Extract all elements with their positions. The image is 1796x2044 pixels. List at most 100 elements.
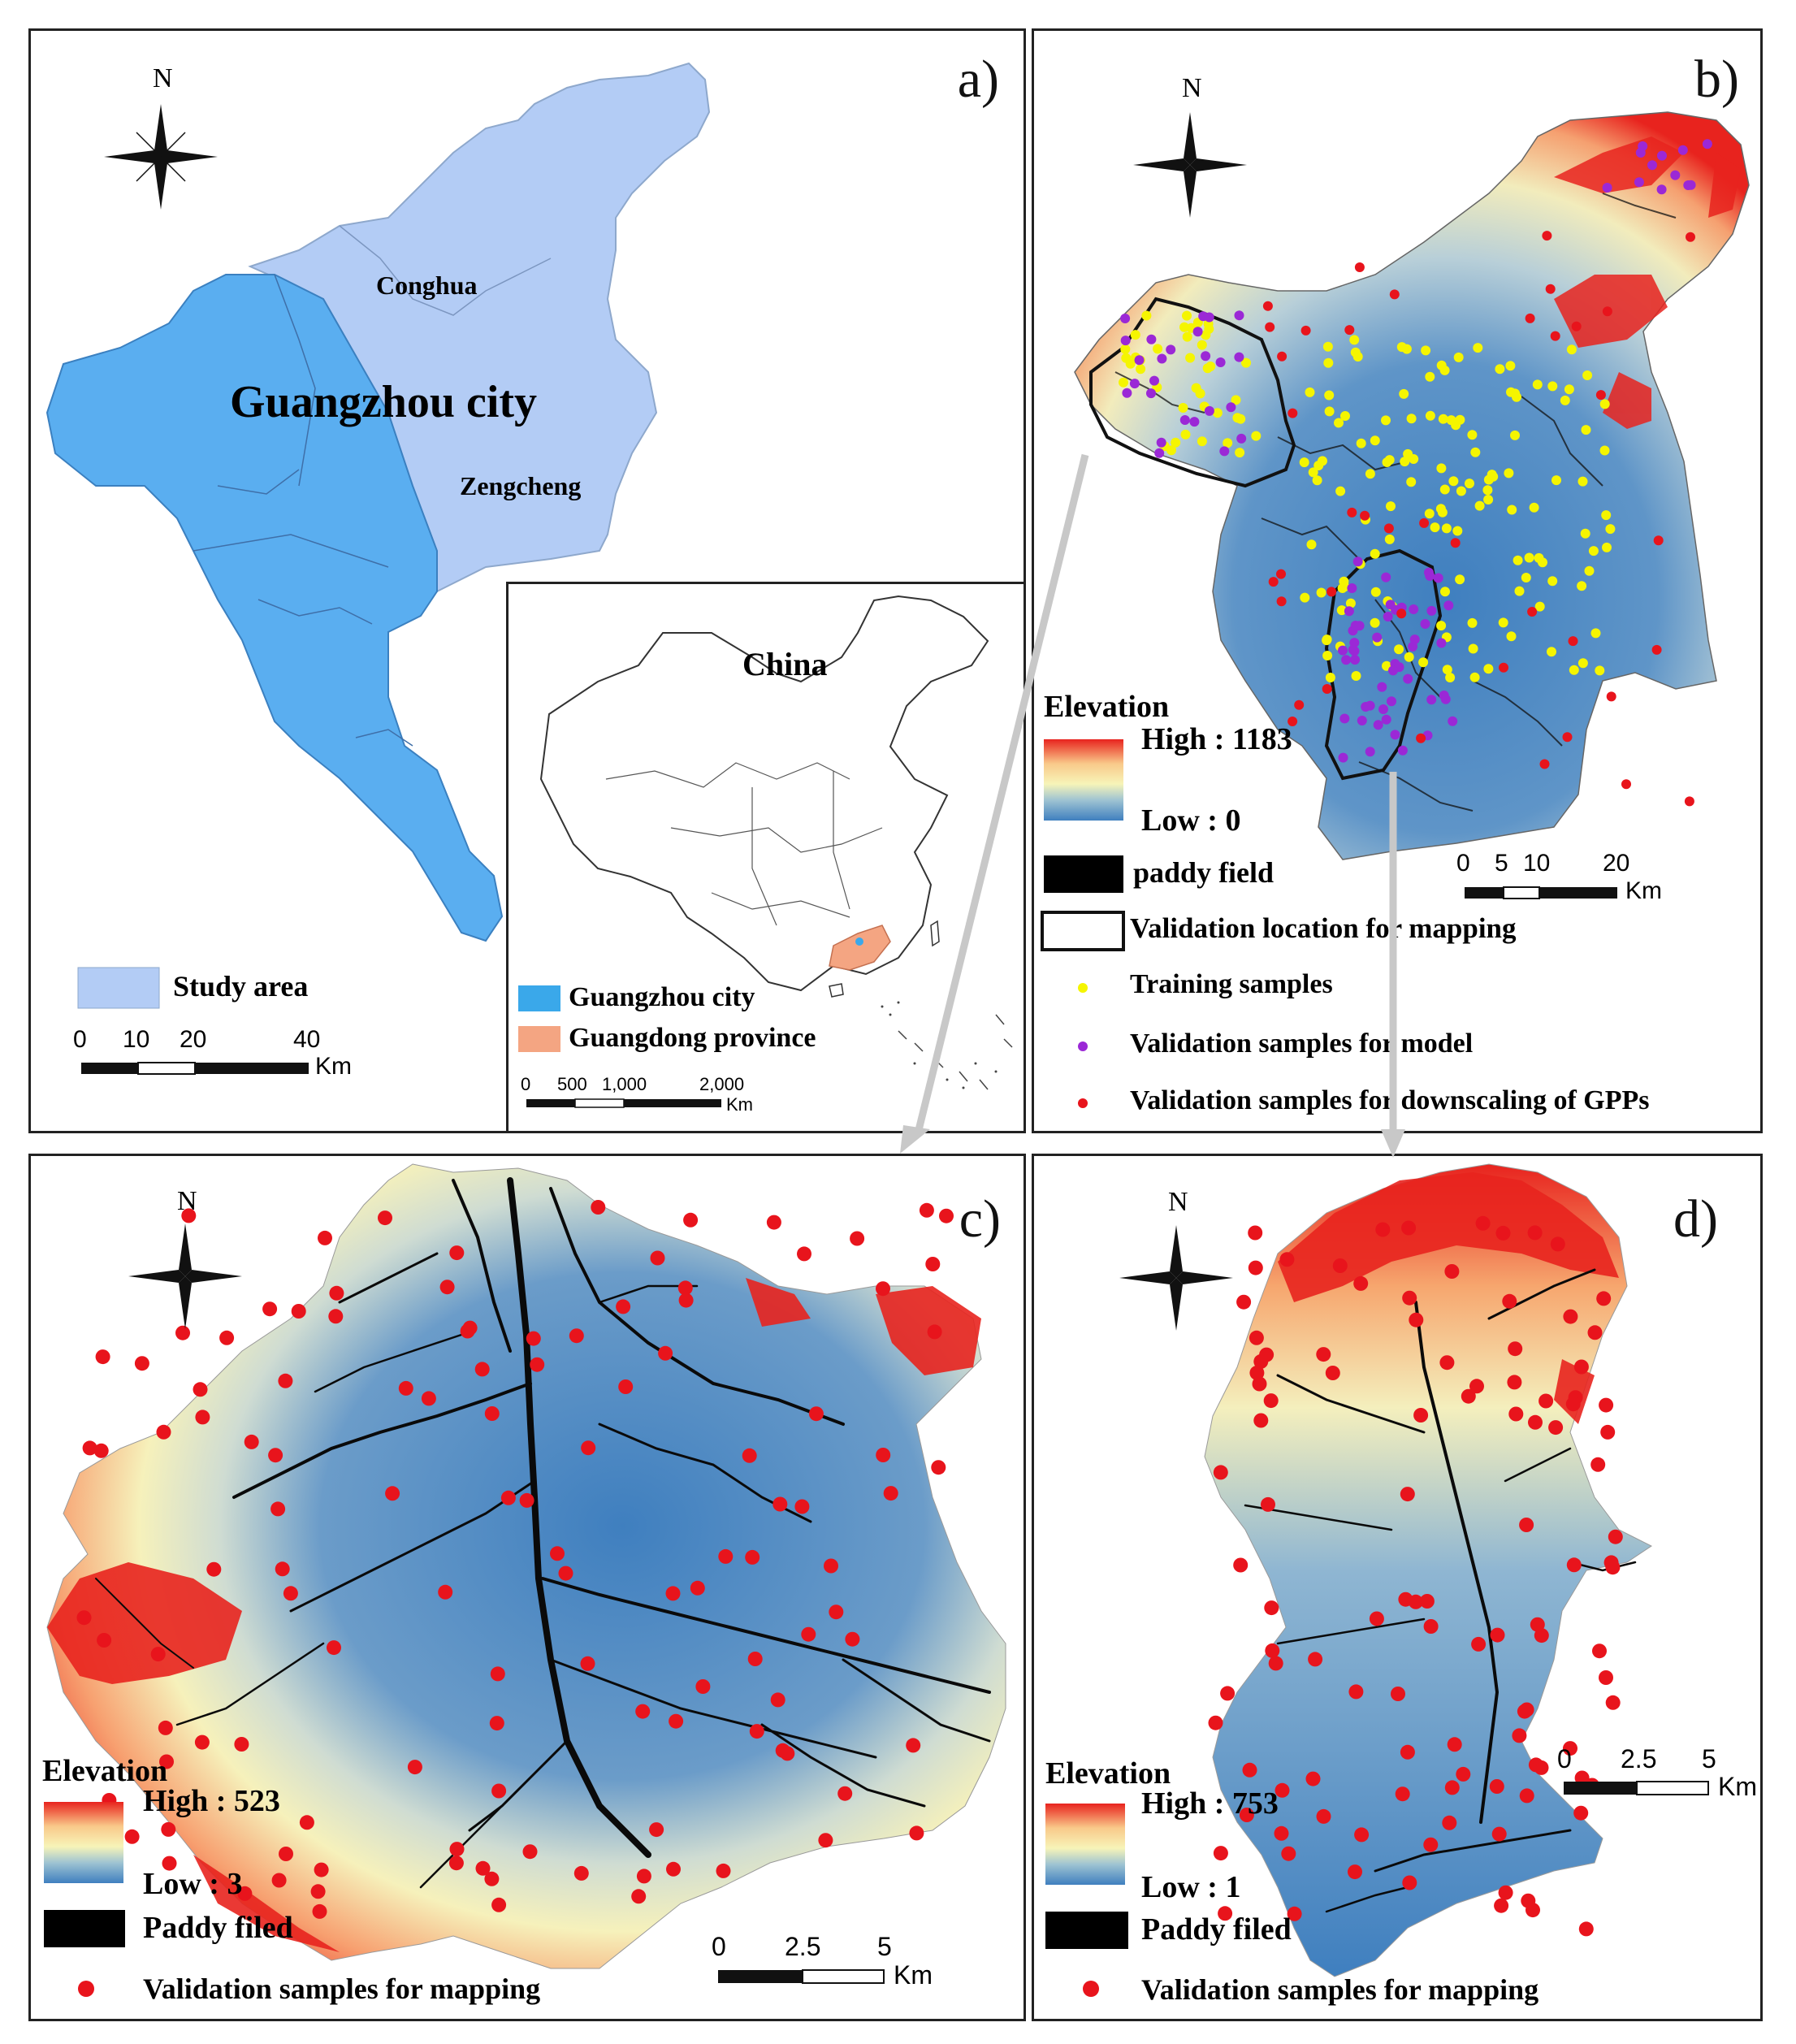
validation-model-sample [1344, 606, 1354, 617]
validation-gpp-sample [1322, 684, 1332, 694]
validation-gpp-sample [1571, 321, 1582, 331]
legend-paddy-c: Paddy filed [143, 1911, 293, 1945]
mapping-validation-sample [1263, 1393, 1279, 1409]
mapping-validation-sample [1242, 1762, 1257, 1778]
training-sample [1599, 399, 1610, 409]
study-area-swatch [77, 967, 160, 1009]
training-sample [1212, 408, 1223, 418]
validation-model-sample [1347, 583, 1357, 593]
validation-gpp-sample [1389, 289, 1400, 300]
validation-model-sample [1670, 170, 1681, 180]
mapping-validation-sample [683, 1212, 699, 1228]
mapping-validation-sample [550, 1546, 565, 1561]
mapping-validation-sample [678, 1293, 694, 1308]
scale-bar-b [1465, 886, 1617, 899]
scale-a-tick-3: 40 [293, 1026, 321, 1053]
validation-model-sample [1192, 327, 1203, 337]
mapping-validation-sample [162, 1856, 177, 1871]
training-sample [1595, 665, 1605, 676]
north-label-b: N [1182, 73, 1202, 103]
validation-model-sample [1234, 310, 1244, 321]
training-sample [1482, 485, 1493, 496]
mapping-validation-sample [1573, 1359, 1589, 1375]
mapping-validation-sample [591, 1200, 606, 1215]
mapping-validation-sample [1519, 1788, 1534, 1804]
validation-model-sample [1146, 334, 1157, 344]
mapping-validation-sample [1213, 1846, 1228, 1861]
mapping-validation-sample [1252, 1376, 1267, 1392]
elevation-gradient-b [1044, 739, 1123, 821]
inset-scale-tick-0: 0 [521, 1074, 531, 1094]
mapping-validation-sample [658, 1345, 673, 1361]
validation-model-sample [1381, 572, 1391, 582]
mapping-validation-sample [573, 1865, 589, 1881]
mapping-validation-sample [150, 1647, 166, 1662]
scale-d-unit: Km [1718, 1772, 1757, 1801]
mapping-validation-sample [581, 1440, 596, 1456]
training-sample [1438, 414, 1448, 424]
training-sample [1406, 477, 1417, 487]
mapping-validation-sample [270, 1501, 286, 1517]
mapping-validation-sample [278, 1373, 293, 1388]
mapping-validation-sample [818, 1833, 833, 1848]
mapping-validation-sample [927, 1324, 942, 1340]
validation-gpp-sample [1602, 306, 1612, 317]
mapping-validation-sample [690, 1580, 705, 1596]
mapping-validation-sample [237, 1886, 253, 1901]
elevation-gradient-d [1045, 1804, 1125, 1885]
mapping-validation-sample [244, 1434, 259, 1449]
mapping-validation-sample [631, 1889, 647, 1904]
scale-b-tick-1: 5 [1495, 850, 1508, 877]
training-swatch [1078, 983, 1088, 993]
mapping-validation-sample [1395, 1786, 1410, 1802]
validation-model-sample [1657, 150, 1667, 161]
mapping-validation-sample [1596, 1291, 1612, 1306]
training-sample [1547, 576, 1558, 587]
mapping-validation-sample [271, 1873, 287, 1888]
validation-gpp-sample [1550, 331, 1560, 341]
mapping-validation-sample [677, 1280, 693, 1296]
mapping-validation-sample [1512, 1728, 1527, 1743]
guangzhou-dot [855, 938, 863, 946]
training-sample [1436, 360, 1447, 370]
mapping-validation-sample [526, 1331, 541, 1346]
training-sample [1547, 647, 1556, 657]
mapping-validation-sample [665, 1586, 681, 1601]
training-sample [1299, 457, 1309, 468]
training-sample [1406, 414, 1417, 424]
validation-model-sample [1234, 352, 1244, 362]
training-sample [1322, 651, 1333, 660]
samples-swatch-c [78, 1981, 94, 1997]
legend-high-d: High : 753 [1141, 1786, 1279, 1821]
paddy-swatch-b [1044, 855, 1123, 893]
training-sample [1441, 523, 1452, 534]
validation-model-sample [1157, 353, 1167, 364]
training-sample [1370, 617, 1380, 628]
north-label-c: N [177, 1186, 197, 1216]
validation-gpp-sample [1686, 232, 1695, 242]
training-sample [1495, 364, 1505, 375]
validation-gpp-sample [1344, 325, 1355, 336]
legend-low-b: Low : 0 [1141, 803, 1241, 838]
mapping-validation-sample [1528, 1414, 1543, 1430]
mapping-validation-sample [1599, 1670, 1613, 1685]
mapping-validation-sample [1409, 1312, 1424, 1327]
mapping-validation-sample [438, 1584, 453, 1600]
training-sample [1435, 504, 1446, 514]
training-sample [1325, 673, 1335, 682]
training-sample [1483, 664, 1494, 674]
training-sample [1313, 461, 1324, 470]
mapping-validation-sample [747, 1652, 763, 1666]
validation-model-sample [1426, 605, 1437, 616]
panel-b-label: b) [1694, 50, 1739, 109]
mapping-validation-sample [378, 1210, 392, 1226]
training-sample [1236, 414, 1246, 424]
training-sample [1455, 574, 1465, 585]
training-sample [1370, 548, 1380, 559]
mapping-validation-sample [1605, 1560, 1621, 1575]
mapping-validation-sample [925, 1257, 941, 1271]
mapping-validation-sample [909, 1825, 924, 1841]
training-sample [1514, 586, 1525, 596]
validation-model-sample [1443, 600, 1454, 611]
legend-title-d: Elevation [1045, 1756, 1171, 1791]
